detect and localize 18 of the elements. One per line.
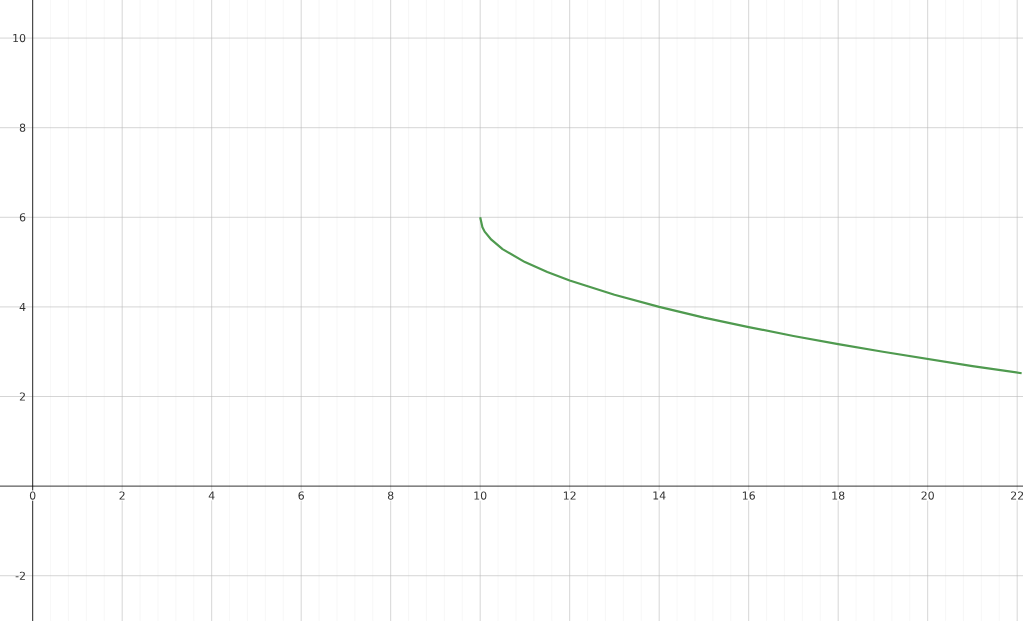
x-tick-label: 20 [921,491,934,500]
y-tick-label: 6 [19,213,26,222]
x-tick-label: 0 [29,491,36,500]
x-tick-label: 12 [563,491,576,500]
y-tick-label: 2 [19,392,25,401]
x-tick-label: 2 [119,491,125,500]
x-tick-label: 6 [298,491,304,500]
x-tick-label: 22 [1011,491,1023,500]
y-tick-label: 8 [19,123,26,132]
x-tick-label: 10 [474,491,487,500]
x-tick-label: 8 [387,491,394,500]
x-tick-label: 16 [742,491,755,500]
x-tick-label: 14 [653,491,666,500]
y-tick-label: -2 [15,571,25,580]
y-tick-label: 10 [13,33,26,43]
y-tick-label: 4 [19,302,26,311]
x-tick-label: 4 [208,491,215,500]
x-tick-label: 18 [832,491,845,500]
